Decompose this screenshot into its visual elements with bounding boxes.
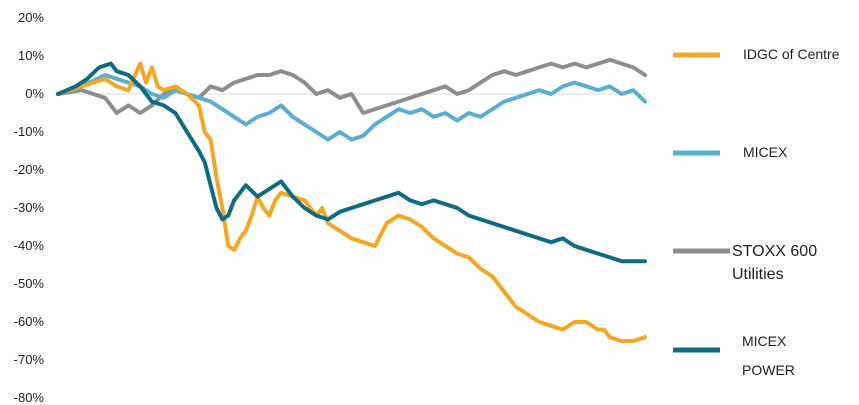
y-tick-label: -80% xyxy=(14,390,45,405)
y-tick-label: -30% xyxy=(14,200,45,215)
y-tick-label: 20% xyxy=(18,10,44,25)
y-tick-label: -50% xyxy=(14,276,45,291)
legend-label-micex: MICEX xyxy=(743,144,788,160)
legend-label-micex-power-line2: POWER xyxy=(742,362,795,378)
legend-item-idgc: IDGC of Centre xyxy=(673,46,840,62)
series-line-micex xyxy=(56,73,647,142)
y-axis-labels: 20% 10% 0% -10% -20% -30% -40% -50% -60%… xyxy=(14,10,45,405)
series-line-stoxx-600-utilities xyxy=(56,57,647,115)
series-layer xyxy=(56,57,647,343)
series-line-idgc-of-centre xyxy=(56,61,647,343)
y-tick-label: -20% xyxy=(14,162,45,177)
y-tick-label: -10% xyxy=(14,124,45,139)
legend-item-micex: MICEX xyxy=(673,144,788,160)
y-tick-label: 10% xyxy=(18,48,44,63)
legend-label-stoxx-line1: STOXX 600 xyxy=(732,243,817,260)
y-tick-label: 0% xyxy=(25,86,44,101)
y-tick-label: -60% xyxy=(14,314,45,329)
legend-label-idgc: IDGC of Centre xyxy=(743,46,840,62)
legend-item-stoxx: STOXX 600 Utilities xyxy=(673,243,817,283)
legend-label-micex-power-line1: MICEX xyxy=(742,333,787,349)
y-tick-label: -70% xyxy=(14,352,45,367)
legend-item-micex-power: MICEX POWER xyxy=(673,333,795,378)
y-tick-label: -40% xyxy=(14,238,45,253)
legend-label-stoxx-line2: Utilities xyxy=(732,266,784,283)
legend: IDGC of Centre MICEX STOXX 600 Utilities… xyxy=(673,46,840,378)
series-line-micex-power xyxy=(56,61,647,264)
